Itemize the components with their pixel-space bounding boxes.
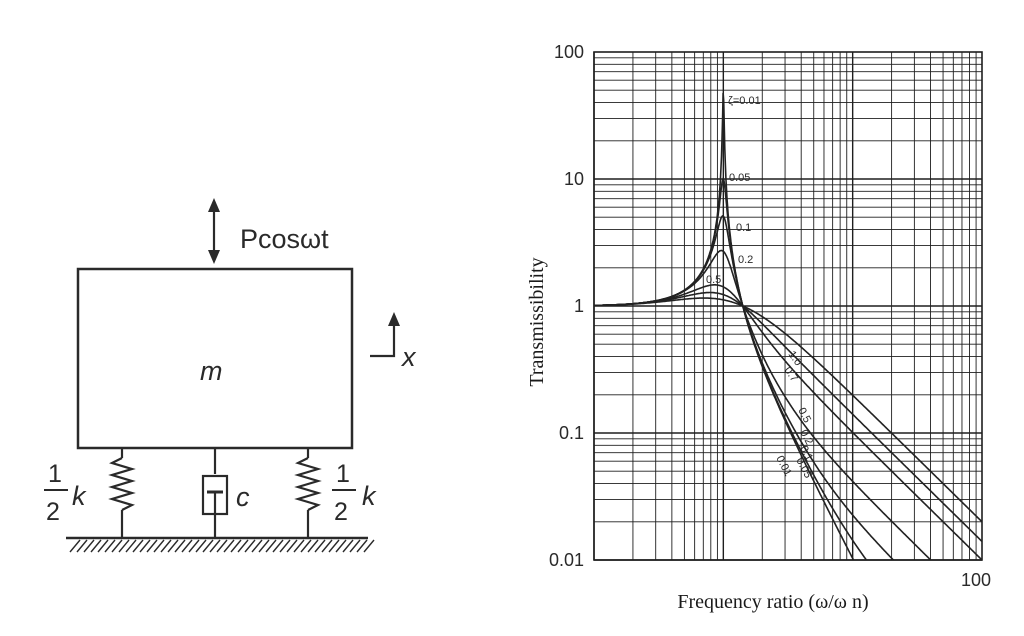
damper-label: c	[236, 482, 250, 512]
y-tick-label: 1	[574, 296, 584, 316]
series-line-zeta-1.0	[594, 297, 983, 523]
displacement-arrow-icon	[370, 312, 400, 358]
displacement-label: x	[400, 342, 417, 372]
chart-series	[593, 92, 983, 561]
y-axis-label: Transmissibility	[526, 257, 548, 386]
curve-label-peak-0.1: 0.1	[736, 222, 751, 234]
damper-icon	[201, 448, 229, 538]
x-tick-label: 100	[961, 570, 991, 590]
y-tick-label: 0.1	[559, 423, 584, 443]
mass-label: m	[200, 356, 223, 386]
x-axis-label: Frequency ratio (ω/ω n)	[677, 591, 868, 613]
curve-label-peak-0.2: 0.2	[738, 254, 753, 266]
force-label: Pcosωt	[240, 224, 329, 254]
curve-label-tail-0.2: 0.2	[797, 428, 815, 447]
y-tick-label: 10	[564, 169, 584, 189]
right-k-numerator: 1	[336, 460, 350, 488]
chart-tick-labels: 100 10 1 0.1 0.01 100	[549, 42, 991, 590]
left-k-denominator: 2	[46, 498, 60, 526]
y-tick-label: 0.01	[549, 550, 584, 570]
curve-label-peak-0.5: 0.5	[706, 274, 721, 286]
left-k-symbol: k	[72, 481, 87, 511]
curve-label-tail-0.5: 0.5	[795, 406, 813, 425]
right-k-symbol: k	[362, 481, 377, 511]
right-k-denominator: 2	[334, 498, 348, 526]
curve-label-tail-0.7: 0.7	[782, 365, 801, 384]
y-tick-label: 100	[554, 42, 584, 62]
right-spring-constant: 1 2 k	[332, 460, 377, 526]
force-arrow-icon	[208, 198, 220, 264]
left-spring-icon	[108, 448, 136, 538]
left-k-numerator: 1	[48, 460, 62, 488]
curve-label-peak-0.01: ζ=0.01	[728, 95, 761, 107]
left-spring-constant: 1 2 k	[44, 460, 87, 526]
mass-spring-damper-diagram: Pcosωt m x c	[44, 198, 417, 553]
curve-label-tail-0.01: 0.01	[773, 454, 794, 479]
ground-icon	[66, 536, 375, 553]
right-spring-icon	[294, 448, 322, 538]
curve-label-peak-0.05: 0.05	[729, 172, 750, 184]
